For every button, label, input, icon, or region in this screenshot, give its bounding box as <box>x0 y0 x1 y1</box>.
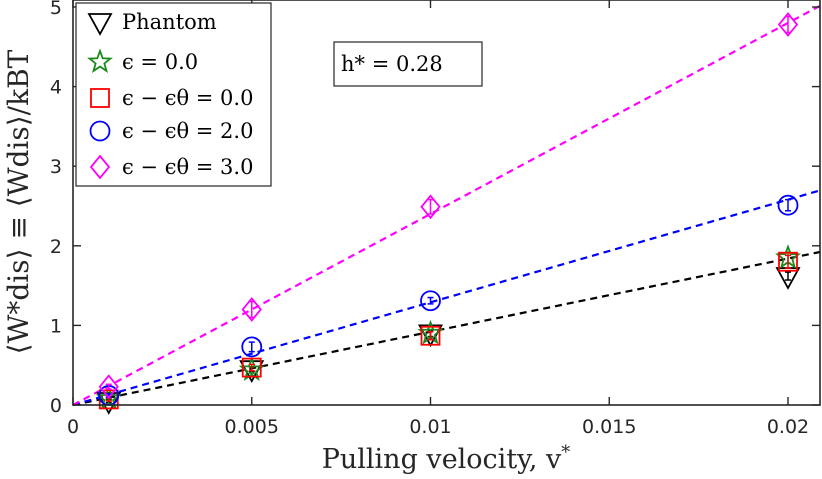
series-eps-eps_theta=3.0 <box>98 12 799 400</box>
legend-marker-eps-eps_theta=0.0 <box>90 88 110 108</box>
y-axis-label: ⟨W*dis⟩ ≡ ⟨Wdis⟩/kBT <box>2 49 35 354</box>
fit-lines <box>72 3 822 407</box>
y-tick-label: 1 <box>50 315 62 337</box>
x-tick-label: 0 <box>67 416 79 438</box>
series-eps-eps_theta=0.0 <box>98 251 798 410</box>
data-point <box>420 194 441 220</box>
x-axis-label: Pulling velocity, v* <box>322 442 571 475</box>
fit-blue <box>72 188 822 407</box>
y-tick-label: 2 <box>50 236 62 258</box>
legend-label-eps=0.0: ϵ = 0.0 <box>122 50 198 74</box>
data-point <box>98 374 119 400</box>
fit-black <box>72 250 822 407</box>
fit-magenta <box>72 3 822 406</box>
data-point <box>777 12 799 37</box>
data-point <box>95 385 122 410</box>
data-point <box>417 324 444 348</box>
x-tick-label: 0.02 <box>767 416 809 438</box>
legend-marker-eps-eps_theta=3.0 <box>89 154 111 180</box>
data-point <box>241 336 263 358</box>
series-eps-eps_theta=2.0 <box>98 194 799 406</box>
series-eps=0.0 <box>95 244 801 410</box>
data-point <box>241 297 262 322</box>
y-tick-label: 4 <box>50 77 62 99</box>
y-tick-label: 5 <box>50 0 62 19</box>
legend: Phantom ϵ = 0.0 ϵ − ϵθ = 0.0 ϵ − ϵθ = 2.0 ϵ … <box>75 2 272 187</box>
data-point <box>238 356 265 381</box>
x-tick-label: 0.005 <box>225 416 279 438</box>
x-axis-label-text: Pulling velocity, v <box>322 444 562 475</box>
y-tick-label: 0 <box>50 395 62 417</box>
annotation-text: h* = 0.28 <box>341 52 443 76</box>
legend-label-eps-eps_theta=3.0: ϵ − ϵθ = 3.0 <box>122 155 253 179</box>
axes-box <box>72 0 821 406</box>
y-tick-label: 3 <box>50 156 62 178</box>
legend-marker-eps=0.0 <box>87 48 113 73</box>
legend-marker-Phantom <box>87 13 113 36</box>
legend-label-eps-eps_theta=2.0: ϵ − ϵθ = 2.0 <box>122 119 253 143</box>
x-tick-label: 0.015 <box>582 416 636 438</box>
data-point <box>420 325 441 346</box>
data-markers <box>95 12 801 415</box>
x-tick-label: 0.01 <box>409 416 451 438</box>
data-point <box>241 357 262 378</box>
data-point <box>420 290 441 312</box>
annotation-box: h* = 0.28 <box>333 41 483 87</box>
series-Phantom <box>96 267 801 415</box>
data-point <box>778 251 798 272</box>
legend-label-eps-eps_theta=0.0: ϵ − ϵθ = 0.0 <box>122 86 253 110</box>
legend-label-Phantom: Phantom <box>122 10 217 34</box>
x-axis-label-sup: * <box>561 442 570 463</box>
legend-marker-eps-eps_theta=2.0 <box>89 120 111 142</box>
data-point <box>777 194 799 216</box>
